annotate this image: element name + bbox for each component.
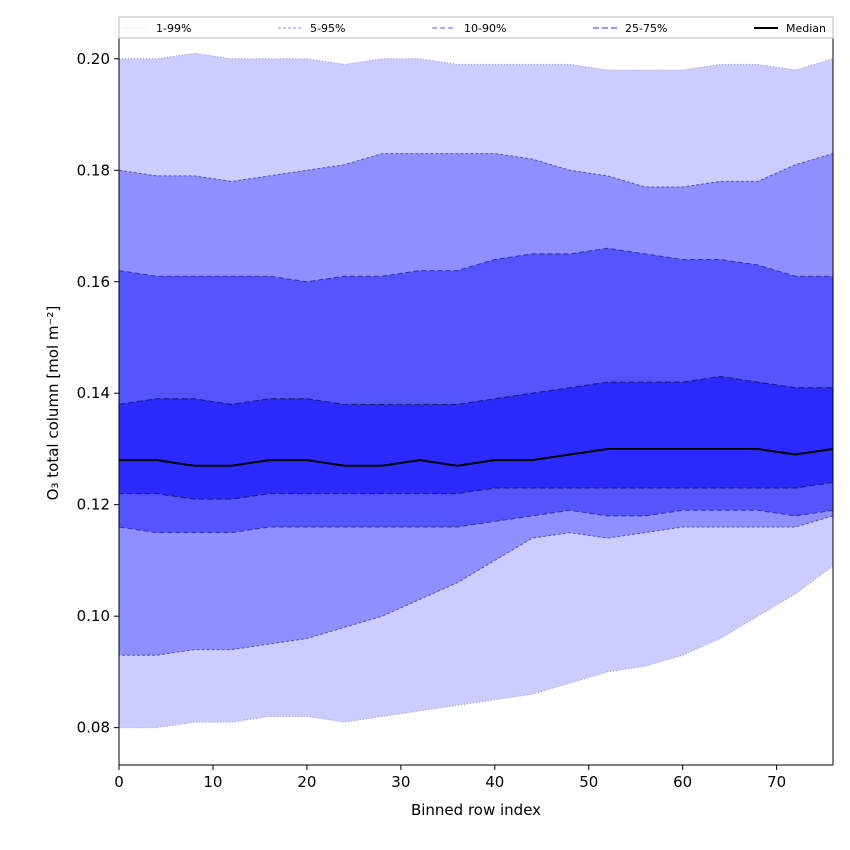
y-tick-label: 0.14 (77, 384, 110, 402)
legend-label: 5-95% (310, 22, 345, 35)
band-lower-edge (119, 481, 834, 500)
median-layer (119, 448, 834, 467)
band-upper-edge (118, 375, 833, 405)
legend-label: 10-90% (464, 22, 506, 35)
x-tick-label: 40 (485, 773, 504, 791)
x-tick-label: 0 (114, 773, 124, 791)
y-axis-title: O₃ total column [mol m⁻²] (44, 306, 62, 501)
percentile-bands (118, 52, 834, 729)
x-axis-title: Binned row index (411, 801, 541, 819)
legend: 1-99% 5-95% 10-90% 25-75% Median (118, 16, 834, 39)
x-tick-label: 70 (767, 773, 786, 791)
median-line (119, 448, 834, 467)
y-axis: 0.08 0.10 0.12 0.14 0.16 0.18 0.20 (77, 50, 119, 737)
legend-label: 1-99% (156, 22, 191, 35)
legend-label: 25-75% (625, 22, 667, 35)
legend-label: Median (786, 22, 826, 35)
band-upper-edge (119, 52, 834, 71)
x-tick-label: 60 (673, 773, 692, 791)
x-axis: 0 10 20 30 40 50 60 70 (114, 765, 786, 791)
legend-box (118, 16, 834, 39)
x-tick-label: 20 (297, 773, 316, 791)
band-lower-edge (119, 565, 834, 729)
y-tick-label: 0.18 (77, 161, 110, 179)
y-tick-label: 0.20 (77, 50, 110, 68)
band-25-75pct (119, 376, 833, 500)
band-lower-edge (119, 515, 834, 656)
x-tick-label: 30 (391, 773, 410, 791)
y-tick-label: 0.12 (77, 496, 110, 514)
x-tick-label: 10 (203, 773, 222, 791)
y-tick-label: 0.10 (77, 607, 110, 625)
y-tick-label: 0.08 (77, 719, 110, 737)
x-tick-label: 50 (579, 773, 598, 791)
y-tick-label: 0.16 (77, 273, 110, 291)
band-upper-edge (118, 153, 834, 188)
